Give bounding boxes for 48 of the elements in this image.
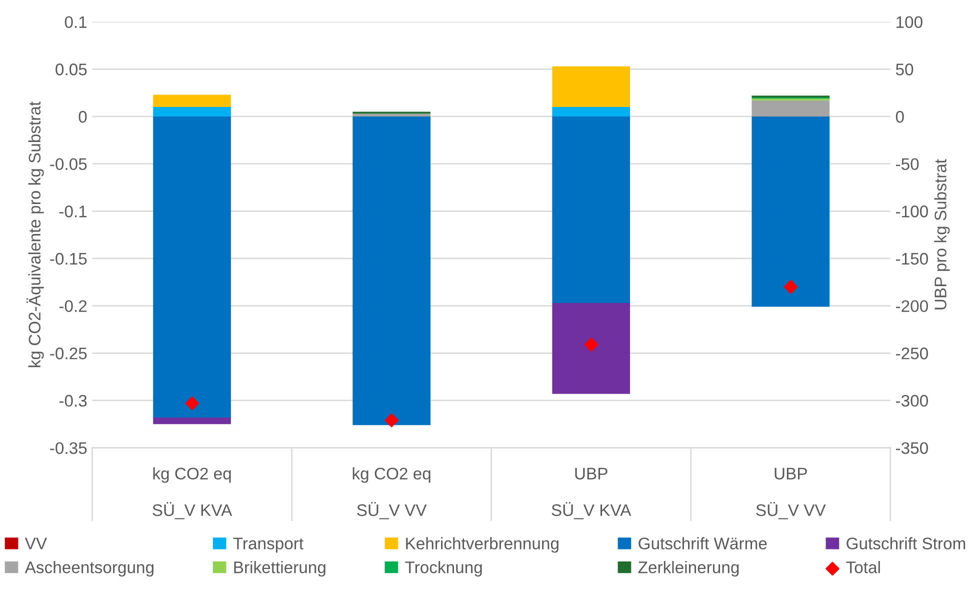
bar (153, 418, 231, 424)
y-tick-label: 0.1 (64, 16, 87, 28)
legend-label: Trocknung (405, 561, 482, 577)
category-label: UBP SÜ_V VV (756, 468, 826, 520)
y-tick-label: 0 (78, 110, 87, 123)
x-tick-label: kg CO2 eq SÜ_V KVA (152, 467, 232, 520)
y2-tick-label: -150 (896, 252, 928, 265)
y-tick-label: -0.15 (50, 252, 87, 265)
y2-tick-label: 0 (896, 110, 904, 123)
y2-tick-label: -100 (896, 206, 928, 218)
y-axis-title: kg CO2-Äquivalente pro kg Substrat (26, 102, 44, 368)
y2-tick-label: -50 (896, 158, 919, 170)
y2-tick-label: -250 (896, 348, 928, 360)
y-tick-label: -0.1 (59, 206, 87, 218)
legend-label: Gutschrift Strom (846, 537, 966, 550)
y2-tick-label: 50 (896, 64, 914, 76)
bar (552, 107, 630, 116)
bar (552, 302, 630, 394)
legend-label: Zerkleinerung (638, 561, 739, 577)
legend-label: Total (846, 561, 880, 574)
bar (552, 116, 630, 303)
y-tick-label: -0.25 (50, 348, 87, 360)
legend-label: Gutschrift Wärme (638, 537, 767, 550)
bar (552, 66, 630, 108)
x-tick-label: kg CO2 eq SÜ_V VV (352, 467, 430, 520)
bar (153, 107, 231, 116)
y-tick-label: -0.3 (59, 394, 87, 407)
y-tick-label: -0.2 (59, 300, 87, 312)
legend-label: VV (24, 538, 47, 550)
legend-label: Kehrichtverbrennung (406, 537, 558, 553)
bar (352, 116, 430, 426)
legend-label: Transport (233, 538, 304, 553)
bar (752, 116, 830, 307)
legend-label: Ascheentsorgung (24, 561, 154, 577)
legend-label: Brikettierung (234, 561, 326, 577)
y2-tick-label: -350 (896, 442, 928, 454)
y2-axis-title: UBP pro kg Substrat (934, 159, 950, 310)
y-tick-label: -0.05 (50, 158, 87, 170)
y-tick-label: -0.35 (50, 442, 87, 454)
y2-tick-label: 100 (896, 16, 922, 28)
bar (153, 94, 231, 108)
y2-tick-label: -300 (896, 394, 928, 407)
bar (752, 100, 830, 116)
category-label: UBP SÜ_V KVA (552, 468, 632, 520)
y2-tick-label: -200 (896, 300, 928, 312)
bar (153, 116, 231, 418)
bar (352, 114, 430, 116)
y-tick-label: 0.05 (56, 64, 87, 76)
